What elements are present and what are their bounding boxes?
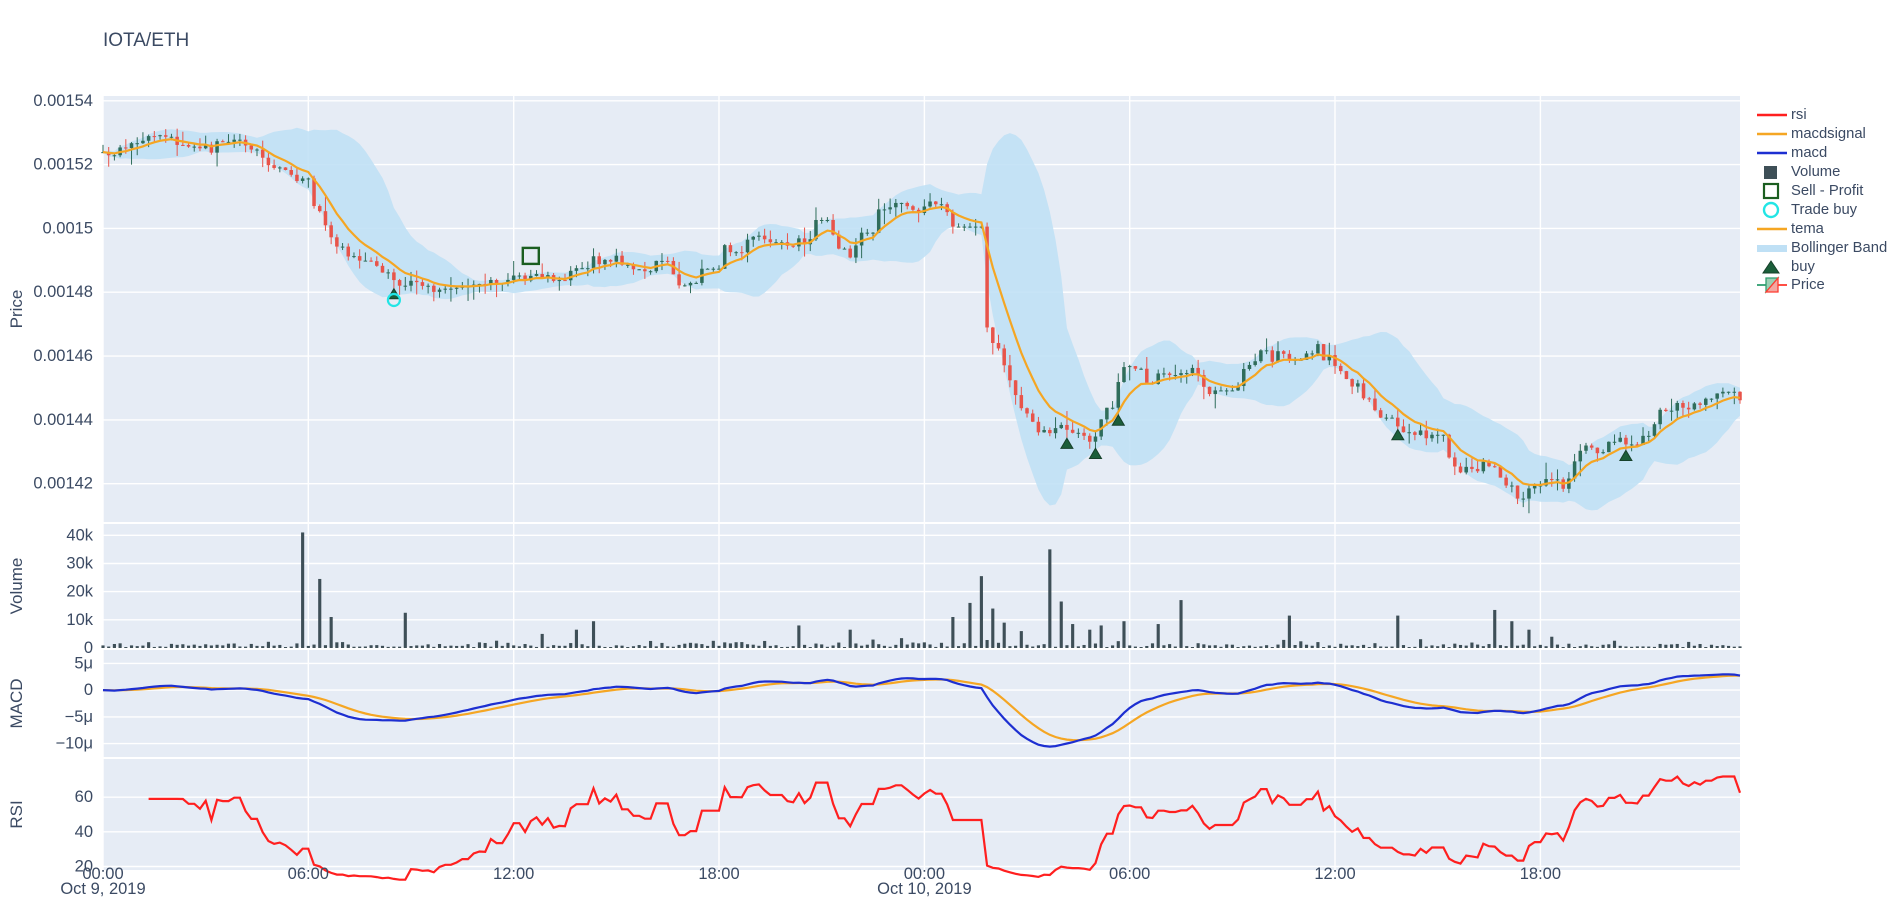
svg-text:0.00142: 0.00142 [33, 475, 93, 493]
svg-text:20k: 20k [66, 583, 93, 601]
svg-text:Oct 10, 2019: Oct 10, 2019 [877, 880, 971, 898]
svg-text:12:00: 12:00 [493, 865, 534, 883]
svg-text:12:00: 12:00 [1314, 865, 1355, 883]
svg-text:18:00: 18:00 [1520, 865, 1561, 883]
svg-text:60: 60 [75, 788, 93, 806]
svg-text:0: 0 [84, 681, 93, 699]
svg-text:0.00148: 0.00148 [33, 283, 93, 301]
svg-text:0.00144: 0.00144 [33, 411, 93, 429]
svg-text:Oct 9, 2019: Oct 9, 2019 [60, 880, 145, 898]
svg-text:0.00146: 0.00146 [33, 347, 93, 365]
svg-text:40k: 40k [66, 526, 93, 544]
svg-text:06:00: 06:00 [1109, 865, 1150, 883]
svg-text:0.00154: 0.00154 [33, 92, 93, 110]
svg-text:0.0015: 0.0015 [43, 219, 93, 237]
svg-text:0.00152: 0.00152 [33, 156, 93, 174]
svg-text:Volume: Volume [7, 558, 26, 615]
svg-text:30k: 30k [66, 555, 93, 573]
svg-text:Price: Price [7, 290, 26, 329]
svg-text:06:00: 06:00 [288, 865, 329, 883]
svg-text:10k: 10k [66, 611, 93, 629]
svg-text:−5μ: −5μ [65, 708, 93, 726]
svg-text:IOTA/ETH: IOTA/ETH [103, 30, 189, 51]
svg-text:RSI: RSI [7, 800, 26, 828]
svg-text:40: 40 [75, 823, 93, 841]
svg-text:18:00: 18:00 [698, 865, 739, 883]
svg-text:−10μ: −10μ [56, 735, 94, 753]
svg-text:MACD: MACD [7, 678, 26, 728]
svg-text:5μ: 5μ [74, 654, 93, 672]
